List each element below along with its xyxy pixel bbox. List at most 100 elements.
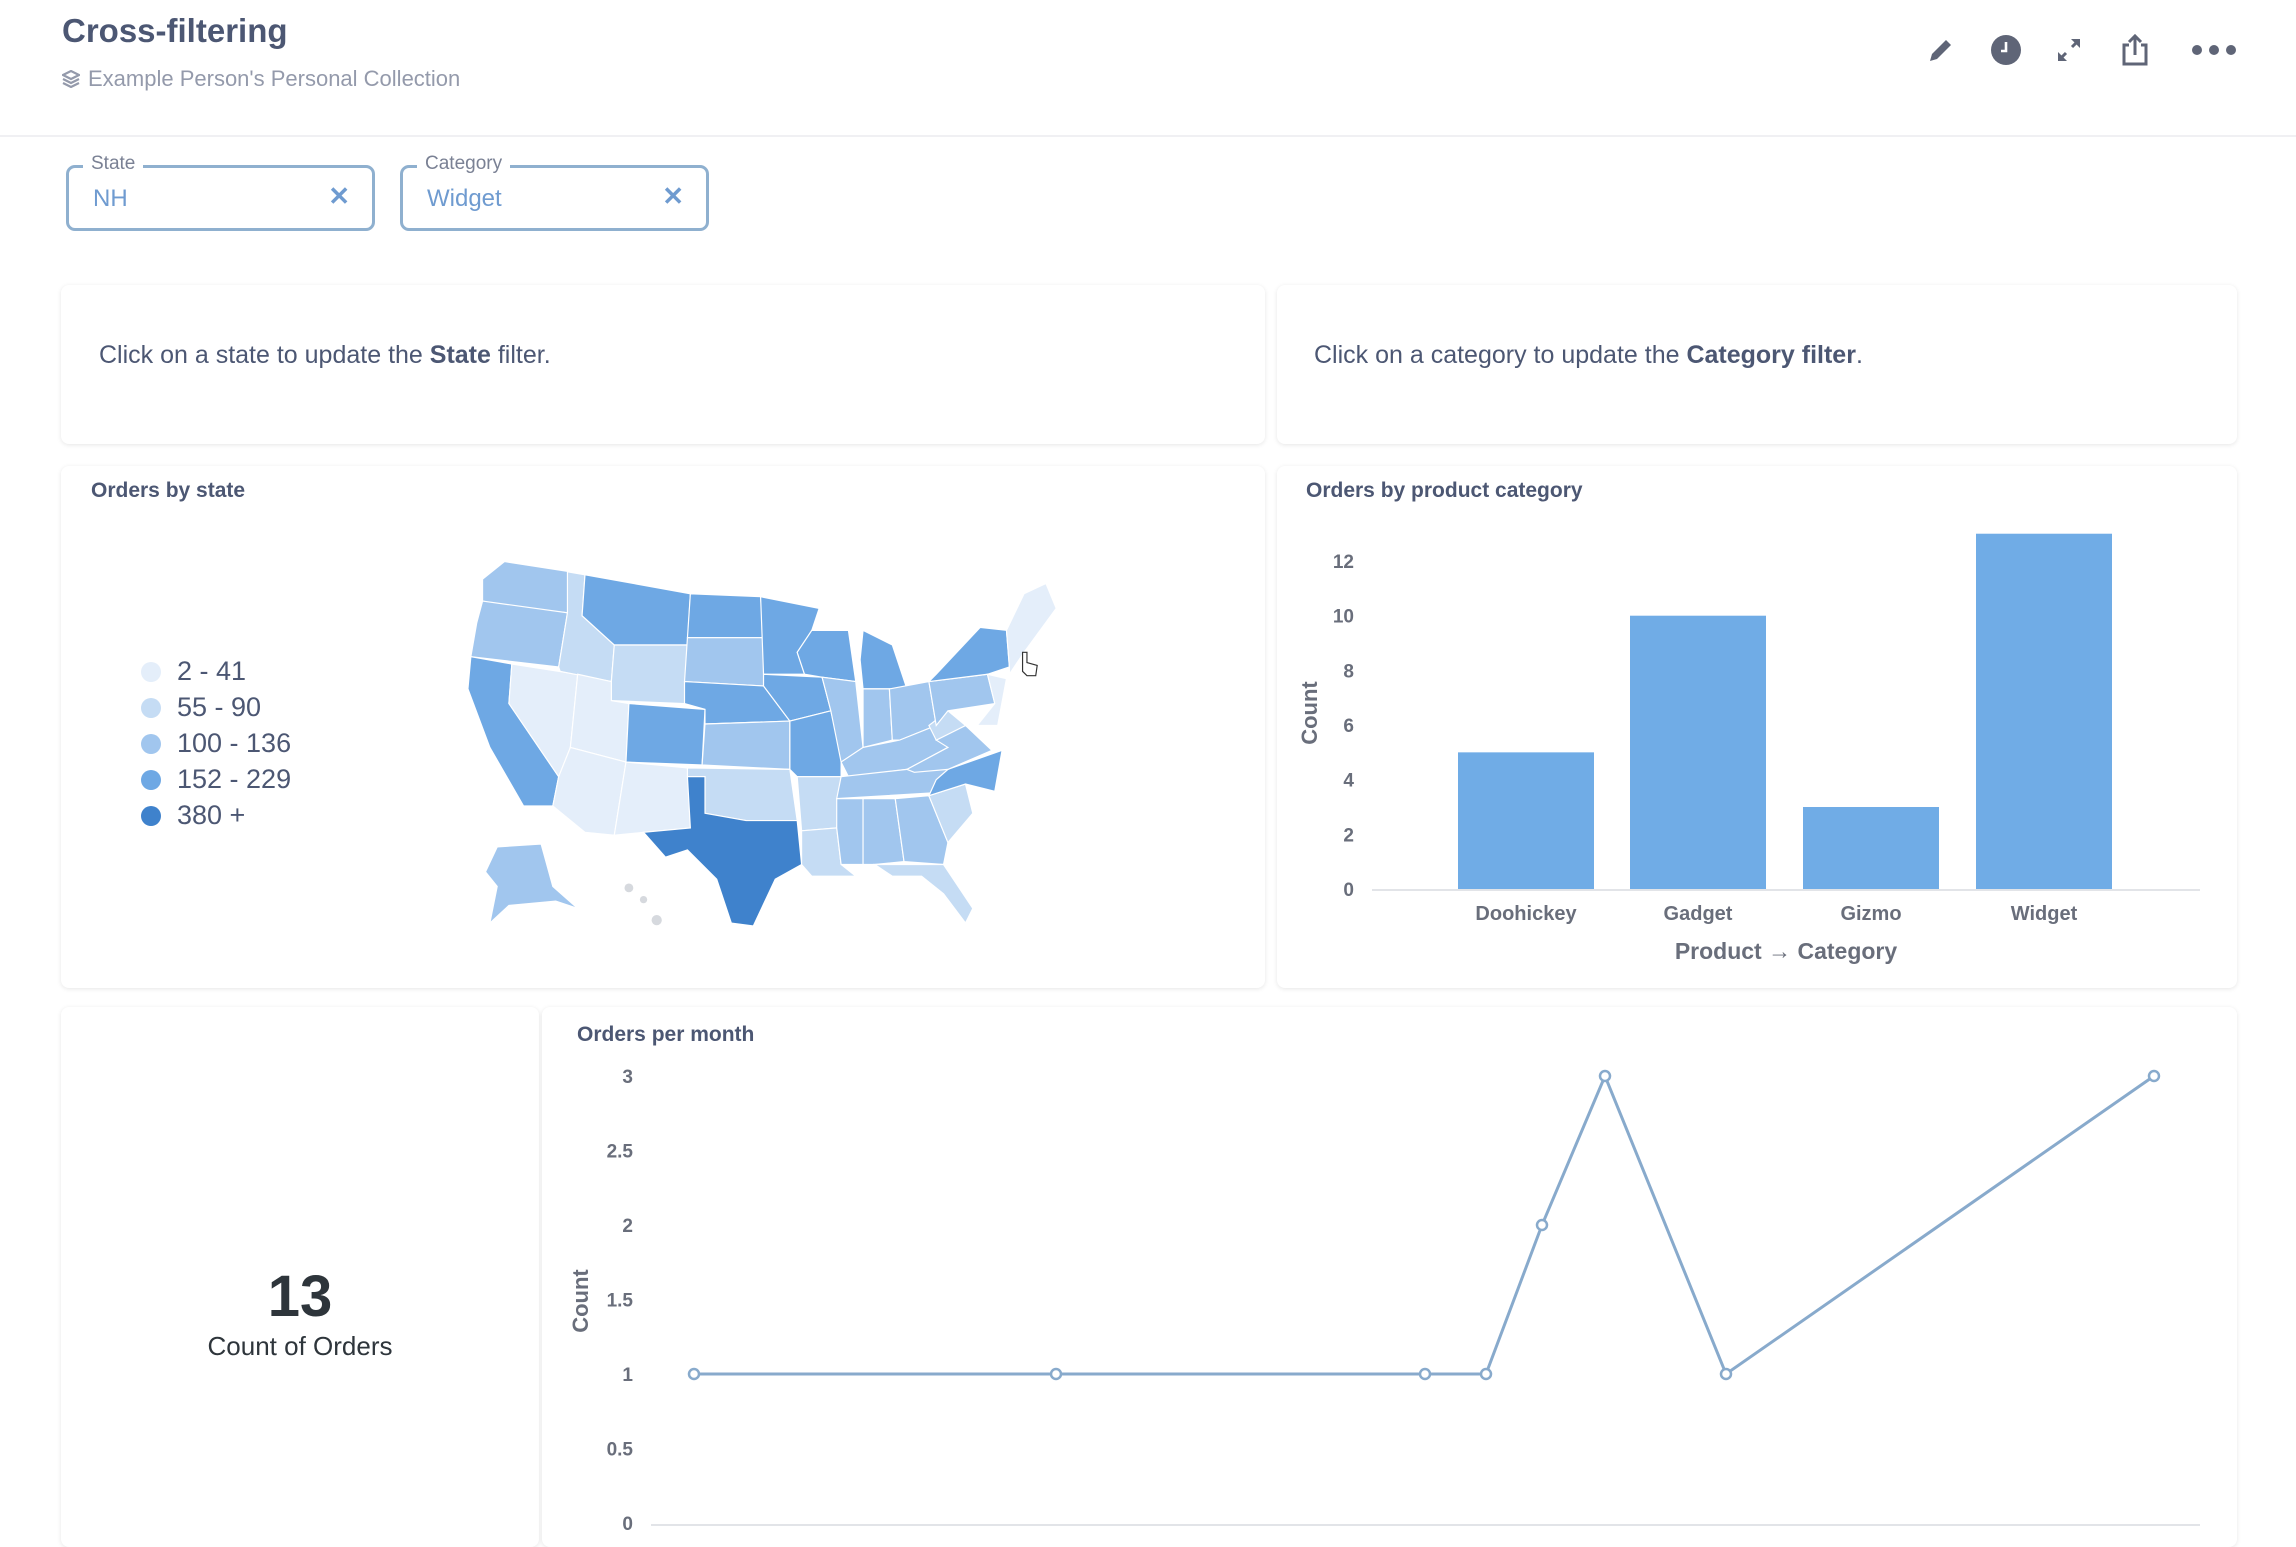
data-point[interactable] bbox=[1719, 1367, 1733, 1381]
clear-state-filter-icon[interactable]: ✕ bbox=[328, 181, 350, 211]
data-point[interactable] bbox=[1598, 1069, 1612, 1083]
y-tick-label: 0.5 bbox=[607, 1440, 634, 1461]
category-filter[interactable]: Category Widget ✕ bbox=[400, 153, 709, 231]
data-point[interactable] bbox=[1049, 1367, 1063, 1381]
pencil-icon bbox=[1930, 40, 1951, 61]
y-tick-label: 1.5 bbox=[607, 1291, 634, 1312]
fullscreen-button[interactable] bbox=[2049, 30, 2089, 70]
state-region[interactable] bbox=[905, 724, 993, 773]
data-point[interactable] bbox=[2147, 1069, 2161, 1083]
legend-item: 152 - 229 bbox=[141, 764, 291, 795]
orders-per-month-card: Orders per month 0 0.5 1 1.5 2 2.5 3 Count bbox=[542, 1007, 2237, 1547]
legend-label: 380 + bbox=[177, 800, 246, 830]
scalar-value[interactable]: 13 bbox=[267, 1264, 333, 1329]
legend-item: 55 - 90 bbox=[141, 692, 261, 723]
history-button[interactable] bbox=[1986, 30, 2026, 70]
hand-cursor-icon bbox=[1021, 651, 1038, 677]
hawaii-island bbox=[639, 895, 648, 904]
y-axis-title: Count bbox=[568, 1269, 593, 1333]
y-tick-label: 4 bbox=[1343, 771, 1354, 792]
legend-item: 2 - 41 bbox=[141, 656, 246, 687]
y-tick-label: 12 bbox=[1333, 552, 1354, 573]
y-tick-label: 10 bbox=[1333, 607, 1354, 628]
state-instructions-card: Click on a state to update the State fil… bbox=[61, 285, 1265, 444]
x-tick-label: Doohickey bbox=[1475, 903, 1577, 925]
edit-button[interactable] bbox=[1921, 30, 1961, 70]
clear-category-filter-icon[interactable]: ✕ bbox=[662, 181, 684, 211]
state-region[interactable] bbox=[484, 843, 579, 925]
more-options-button[interactable] bbox=[2190, 30, 2238, 70]
state-region[interactable] bbox=[610, 644, 689, 705]
collection-breadcrumb[interactable]: Example Person's Personal Collection bbox=[62, 66, 460, 92]
state-filter[interactable]: State NH ✕ bbox=[66, 153, 375, 231]
state-region[interactable] bbox=[683, 637, 765, 687]
x-tick-label: Gadget bbox=[1664, 903, 1733, 925]
state-region[interactable] bbox=[894, 795, 949, 866]
state-region[interactable] bbox=[836, 798, 864, 866]
y-axis-title: Count bbox=[1297, 681, 1322, 745]
bar-gadget[interactable] bbox=[1630, 615, 1766, 889]
state-filter-label: State bbox=[83, 153, 144, 175]
bar-gizmo[interactable] bbox=[1803, 807, 1939, 889]
share-icon bbox=[2122, 33, 2148, 66]
collection-icon bbox=[62, 70, 80, 88]
dashboard-title: Cross-filtering bbox=[62, 12, 288, 49]
data-point[interactable] bbox=[1418, 1367, 1432, 1381]
category-instructions-card: Click on a category to update the Catego… bbox=[1277, 285, 2237, 444]
state-region[interactable] bbox=[975, 673, 1008, 727]
y-tick-label: 0 bbox=[1343, 880, 1354, 901]
category-filter-value: Widget bbox=[427, 185, 502, 212]
us-choropleth-map[interactable] bbox=[465, 554, 1065, 935]
legend-swatch bbox=[141, 661, 161, 682]
x-tick-label: Widget bbox=[2011, 903, 2078, 925]
category-instructions-text: Click on a category to update the Catego… bbox=[1314, 341, 1863, 369]
x-axis-title: Product → Category bbox=[1675, 938, 1898, 964]
state-region[interactable] bbox=[1005, 582, 1057, 677]
share-button[interactable] bbox=[2115, 30, 2155, 70]
state-region[interactable] bbox=[862, 688, 893, 749]
chart-title: Orders per month bbox=[577, 1023, 754, 1046]
legend-label: 55 - 90 bbox=[177, 692, 262, 722]
state-region[interactable] bbox=[872, 863, 974, 925]
data-point[interactable] bbox=[1479, 1367, 1493, 1381]
legend-swatch bbox=[141, 769, 161, 790]
state-region[interactable] bbox=[859, 629, 908, 690]
y-tick-label: 3 bbox=[622, 1067, 633, 1088]
state-region[interactable] bbox=[686, 593, 765, 639]
state-region[interactable] bbox=[927, 626, 1011, 683]
state-region[interactable] bbox=[642, 776, 803, 927]
bar-chart: Orders by product category 0 2 4 6 8 10 12 Dooh… bbox=[1297, 479, 2200, 964]
legend-label: 152 - 229 bbox=[177, 764, 292, 794]
data-point[interactable] bbox=[1535, 1218, 1549, 1232]
state-region[interactable] bbox=[625, 702, 706, 766]
legend-item: 100 - 136 bbox=[141, 728, 291, 759]
bar-widget[interactable] bbox=[1976, 533, 2112, 889]
header-divider bbox=[0, 135, 2296, 137]
data-point[interactable] bbox=[687, 1367, 701, 1381]
x-tick-label: Gizmo bbox=[1840, 903, 1901, 925]
chart-title: Orders by product category bbox=[1306, 479, 1583, 502]
state-region[interactable] bbox=[470, 600, 569, 668]
legend-label: 2 - 41 bbox=[177, 656, 247, 686]
legend-swatch bbox=[141, 733, 161, 754]
state-region[interactable] bbox=[613, 761, 691, 836]
scalar-label: Count of Orders bbox=[207, 1331, 393, 1361]
state-filter-value: NH bbox=[93, 185, 128, 212]
legend-label: 100 - 136 bbox=[177, 728, 292, 758]
state-region[interactable] bbox=[927, 749, 1003, 797]
bar-doohickey[interactable] bbox=[1458, 752, 1594, 889]
state-region[interactable] bbox=[701, 720, 791, 770]
y-tick-label: 1 bbox=[622, 1365, 633, 1386]
y-tick-label: 2 bbox=[622, 1216, 633, 1237]
expand-icon bbox=[2058, 39, 2080, 61]
state-region[interactable] bbox=[796, 776, 842, 832]
count-of-orders-card: 13 Count of Orders bbox=[61, 1007, 539, 1547]
series-line bbox=[694, 1072, 2155, 1377]
legend-swatch bbox=[141, 805, 161, 826]
y-tick-label: 2 bbox=[1343, 825, 1354, 846]
legend-item: 380 + bbox=[141, 800, 245, 831]
state-region[interactable] bbox=[862, 798, 905, 866]
orders-by-category-card: Orders by product category 0 2 4 6 8 10 12 Dooh… bbox=[1277, 466, 2237, 988]
y-tick-label: 0 bbox=[622, 1514, 633, 1535]
card-title: Orders by state bbox=[91, 479, 246, 502]
